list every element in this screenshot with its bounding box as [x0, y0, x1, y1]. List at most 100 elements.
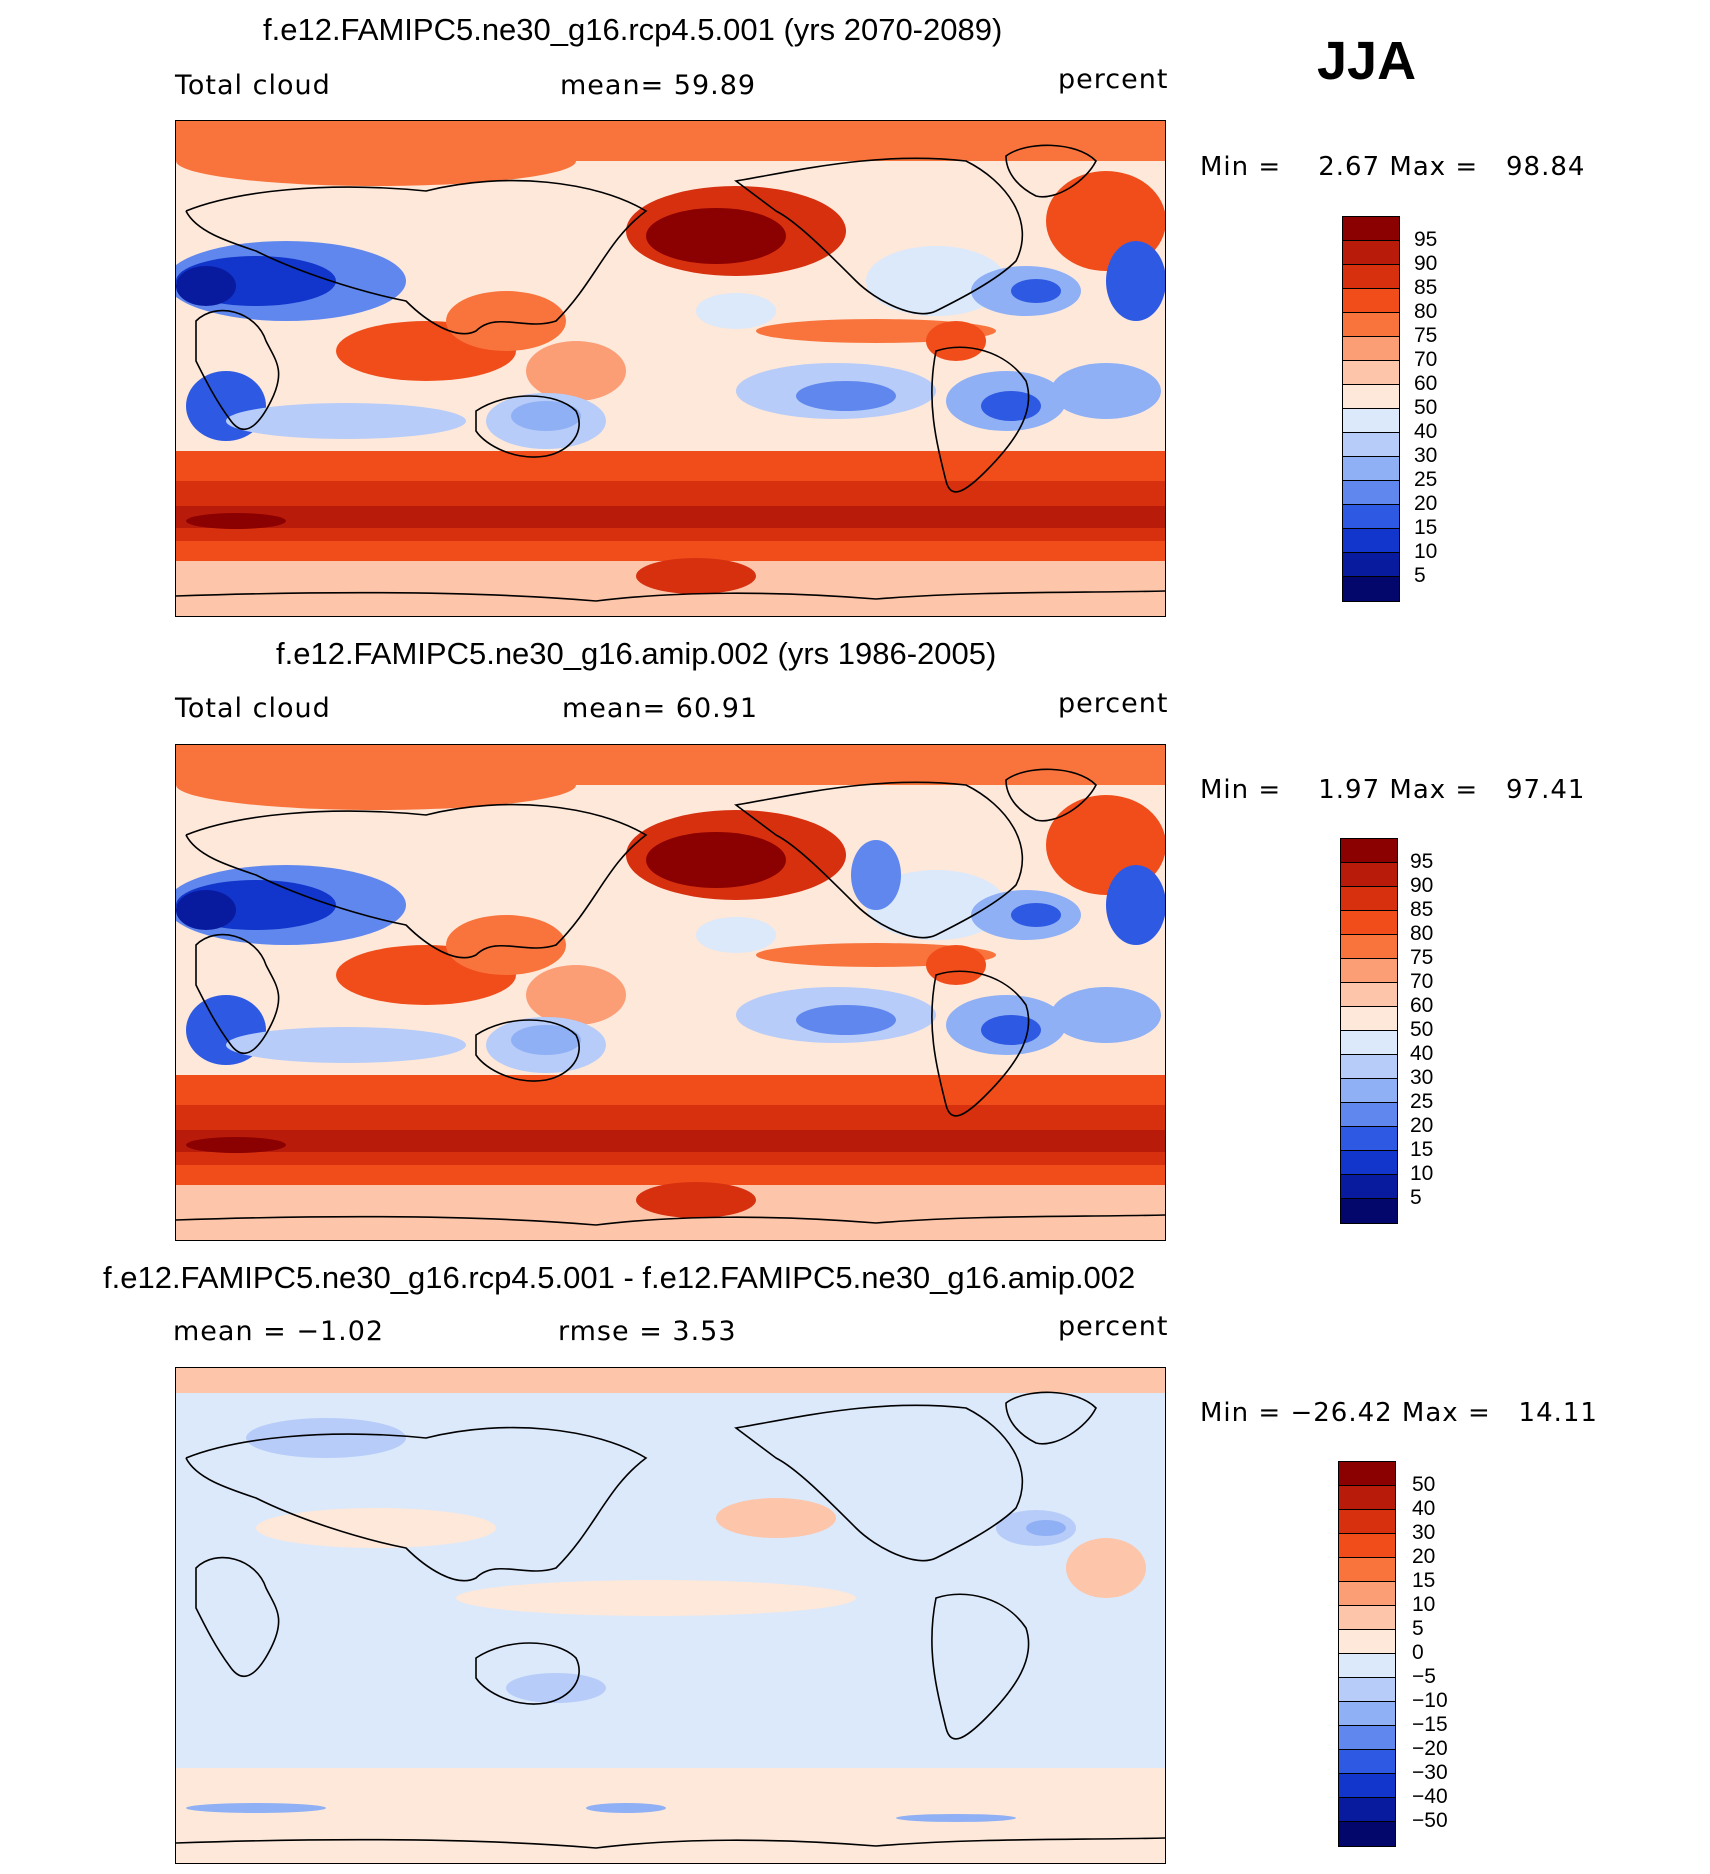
colorbar-tick-label: −50 [1412, 1809, 1448, 1832]
field-contour [796, 1005, 896, 1035]
coastline [1005, 144, 1097, 198]
colorbar-tick-label: 30 [1414, 444, 1438, 467]
colorbar-tick-label: 10 [1412, 1593, 1436, 1616]
colorbar-swatch [1341, 1103, 1397, 1127]
colorbar-swatch [1339, 1582, 1395, 1606]
colorbar-tick-label: 10 [1410, 1162, 1434, 1185]
colorbar-tick-label: 90 [1410, 874, 1434, 897]
min-max-label: Min = −26.42 Max = 14.11 [1200, 1398, 1598, 1428]
field-contour [186, 1803, 326, 1813]
field-contour [176, 1130, 1165, 1152]
coastline [931, 970, 1030, 1117]
colorbar-swatch [1343, 433, 1399, 457]
colorbar-swatch [1341, 1031, 1397, 1055]
colorbar-tick-label: 30 [1410, 1066, 1434, 1089]
colorbar-swatch [1341, 1007, 1397, 1031]
map-svg [176, 121, 1165, 616]
colorbar-swatch [1343, 337, 1399, 361]
field-contour [866, 870, 1006, 940]
colorbar-swatch [1343, 385, 1399, 409]
colorbar-tick-label: 95 [1414, 228, 1438, 251]
panel-title: f.e12.FAMIPC5.ne30_g16.rcp4.5.001 - f.e1… [103, 1260, 1136, 1295]
field-contour [176, 266, 236, 306]
field-contour [866, 246, 1006, 316]
field-contour [446, 915, 566, 975]
colorbar-swatch [1343, 289, 1399, 313]
colorbar-tick-label: −40 [1412, 1785, 1448, 1808]
field-contour [696, 293, 776, 329]
colorbar-swatch [1341, 1079, 1397, 1103]
colorbar-swatch [1339, 1558, 1395, 1582]
field-contour [176, 760, 576, 810]
field-contour [1051, 987, 1161, 1043]
coastline [185, 179, 648, 335]
colorbar [1342, 216, 1400, 602]
colorbar-tick-label: 70 [1410, 970, 1434, 993]
colorbar-tick-label: 80 [1410, 922, 1434, 945]
colorbar-swatch [1339, 1702, 1395, 1726]
min-max-label: Min = 2.67 Max = 98.84 [1200, 152, 1586, 182]
coastline [931, 1593, 1030, 1740]
coastline [1005, 1391, 1097, 1445]
panel-title: f.e12.FAMIPC5.ne30_g16.rcp4.5.001 (yrs 2… [263, 12, 1003, 47]
colorbar-tick-label: 20 [1410, 1114, 1434, 1137]
map-plot [175, 1367, 1166, 1864]
colorbar-tick-label: 50 [1412, 1473, 1436, 1496]
units-label: percent [1058, 64, 1169, 95]
colorbar-tick-label: 60 [1414, 372, 1438, 395]
colorbar-tick-label: −10 [1412, 1689, 1448, 1712]
coastline [734, 781, 1024, 939]
field-contour [526, 341, 626, 401]
colorbar-swatch [1343, 481, 1399, 505]
colorbar-tick-label: 15 [1410, 1138, 1434, 1161]
field-contour [926, 945, 986, 985]
coastline [195, 1556, 280, 1677]
colorbar-swatch [1339, 1510, 1395, 1534]
field-contour [176, 506, 1165, 528]
colorbar-swatch [1341, 1199, 1397, 1223]
colorbar-swatch [1341, 1175, 1397, 1199]
units-label: percent [1058, 1311, 1169, 1342]
field-contour [1011, 903, 1061, 927]
field-contour [1011, 279, 1061, 303]
colorbar-tick-label: 25 [1414, 468, 1438, 491]
colorbar-swatch [1341, 1127, 1397, 1151]
colorbar-tick-label: 40 [1412, 1497, 1436, 1520]
field-contour [1106, 865, 1165, 945]
coastline [734, 1404, 1024, 1562]
colorbar-tick-label: 85 [1410, 898, 1434, 921]
field-contour [176, 1368, 1165, 1393]
colorbar-tick-label: 30 [1412, 1521, 1436, 1544]
colorbar-tick-label: 75 [1414, 324, 1438, 347]
colorbar-swatch [1341, 1151, 1397, 1175]
coastline [475, 395, 580, 458]
colorbar-tick-label: 10 [1414, 540, 1438, 563]
field-contour [646, 832, 786, 888]
field-contour [226, 403, 466, 439]
coastline [185, 1426, 648, 1582]
colorbar-swatch [1339, 1678, 1395, 1702]
field-contour [1026, 1520, 1066, 1536]
colorbar-tick-label: 75 [1410, 946, 1434, 969]
colorbar-swatch [1343, 529, 1399, 553]
colorbar-swatch [1343, 265, 1399, 289]
colorbar-tick-label: 40 [1410, 1042, 1434, 1065]
colorbar-swatch [1341, 935, 1397, 959]
panel-title: f.e12.FAMIPC5.ne30_g16.amip.002 (yrs 198… [276, 636, 997, 671]
field-contour [246, 1418, 406, 1458]
colorbar-swatch [1343, 577, 1399, 601]
colorbar-tick-label: −15 [1412, 1713, 1448, 1736]
field-contour [696, 917, 776, 953]
colorbar-swatch [1339, 1750, 1395, 1774]
variable-label: Total cloud [175, 70, 331, 101]
field-contour [186, 1137, 286, 1153]
colorbar-tick-label: −30 [1412, 1761, 1448, 1784]
colorbar-tick-label: 25 [1410, 1090, 1434, 1113]
coastline [195, 309, 280, 430]
map-plot [175, 120, 1166, 617]
season-label: JJA [1317, 31, 1417, 91]
field-contour [186, 513, 286, 529]
colorbar [1340, 838, 1398, 1224]
map-svg [176, 745, 1165, 1240]
field-contour [851, 840, 901, 910]
